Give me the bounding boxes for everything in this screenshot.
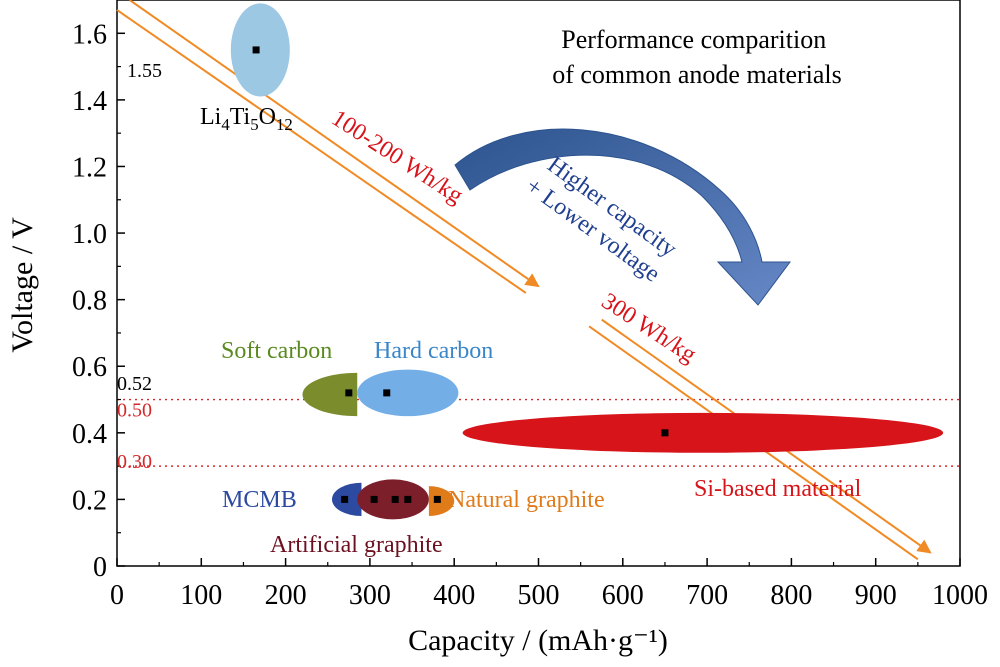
x-tick-label: 200	[265, 580, 307, 611]
reference-line-label: 0.30	[117, 451, 152, 473]
material-label: MCMB	[222, 487, 297, 513]
material-region	[302, 372, 358, 417]
material-label: Natural graphite	[448, 487, 605, 513]
chart-title-line1: Performance comparition	[561, 25, 826, 54]
data-point	[370, 495, 378, 503]
material-region	[357, 369, 459, 417]
material-label: Si-based material	[694, 476, 862, 502]
y-tick-label: 0.6	[72, 352, 107, 383]
data-point	[383, 389, 391, 397]
x-tick-label: 800	[770, 580, 812, 611]
energy-line	[116, 9, 527, 294]
x-tick-label: 100	[180, 580, 222, 611]
data-point	[345, 389, 353, 397]
material-label: Artificial graphite	[270, 532, 443, 558]
x-tick-label: 400	[433, 580, 475, 611]
y-tick-label: 0.2	[72, 485, 107, 516]
x-tick-label: 700	[686, 580, 728, 611]
energy-line	[129, 0, 540, 288]
x-tick-label: 500	[518, 580, 560, 611]
x-axis: 0 100 200 300 400 500 600 700 800 900 1000	[110, 558, 988, 611]
reference-line-label: 0.50	[117, 400, 152, 422]
data-point	[341, 495, 349, 503]
x-tick-label: 600	[602, 580, 644, 611]
data-point	[391, 495, 399, 503]
value-label: 1.55	[127, 60, 162, 82]
y-tick-label: 0	[93, 552, 107, 583]
chart-title: Performance comparition of common anode …	[552, 25, 842, 89]
y-tick-label: 1.4	[72, 86, 107, 117]
data-point	[433, 495, 441, 503]
material-regions	[230, 3, 944, 520]
material-label: Hard carbon	[374, 338, 493, 364]
y-tick-label: 1.0	[72, 219, 107, 250]
y-tick-label: 1.2	[72, 152, 107, 183]
material-label: Li4Ti5O12	[200, 104, 293, 134]
x-tick-label: 0	[110, 580, 124, 611]
data-point	[252, 46, 260, 54]
energy-line-label: 100-200 Wh/kg	[327, 105, 468, 209]
y-tick-label: 0.8	[72, 286, 107, 317]
y-axis: 0 0.2 0.4 0.6 0.8 1.0 1.2 1.4 1.6	[72, 19, 125, 583]
x-tick-label: 900	[855, 580, 897, 611]
data-point	[404, 495, 412, 503]
curved-arrow-icon	[454, 128, 791, 306]
material-region	[462, 412, 944, 453]
y-axis-title: Voltage / V	[6, 217, 39, 353]
y-tick-label: 0.4	[72, 419, 107, 450]
reference-line-label: 0.52	[117, 373, 152, 395]
y-tick-label: 1.6	[72, 19, 107, 50]
x-axis-title: Capacity / (mAh·g⁻¹)	[408, 624, 668, 657]
x-tick-label: 300	[349, 580, 391, 611]
data-point	[661, 429, 669, 437]
trend-arrow	[454, 128, 791, 306]
material-region	[428, 486, 455, 517]
material-region	[230, 3, 290, 97]
reference-lines	[117, 398, 960, 467]
chart-title-line2: of common anode materials	[552, 60, 842, 89]
material-labels: 0.52 0.50 0.30 Li4Ti5O12 1.55 Soft carbon Hard…	[117, 60, 862, 558]
material-label: Soft carbon	[221, 338, 332, 364]
x-tick-label: 1000	[932, 580, 988, 611]
